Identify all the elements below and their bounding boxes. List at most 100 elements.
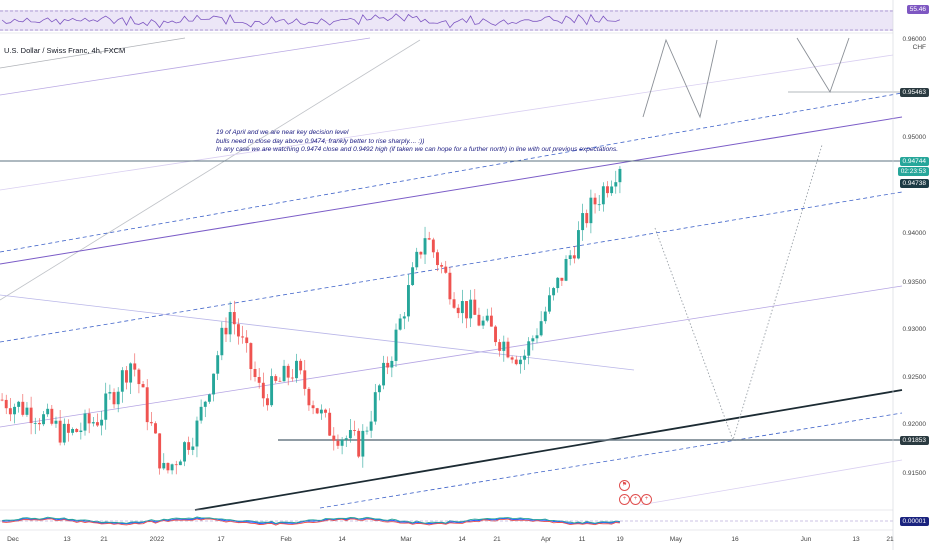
candle-body bbox=[8, 408, 12, 415]
candle-body bbox=[552, 288, 556, 296]
time-label: Mar bbox=[400, 536, 412, 543]
candle-body bbox=[295, 360, 298, 379]
candle-body bbox=[249, 343, 253, 370]
candle-body bbox=[510, 357, 514, 360]
candle-body bbox=[290, 377, 294, 379]
candle-body bbox=[402, 316, 406, 319]
time-label: Feb bbox=[280, 536, 292, 543]
economic-event-icon[interactable]: + bbox=[641, 494, 652, 505]
candle-body bbox=[498, 342, 502, 351]
candle-body bbox=[241, 336, 245, 338]
candle-body bbox=[406, 285, 410, 317]
candle-body bbox=[178, 461, 182, 466]
candle-body bbox=[593, 197, 597, 205]
candle-body bbox=[170, 464, 174, 471]
symbol-title[interactable]: U.S. Dollar / Swiss Franc, 4h, FXCM bbox=[4, 46, 126, 55]
candle-body bbox=[116, 391, 120, 405]
candle-body bbox=[440, 265, 444, 267]
candle-body bbox=[606, 186, 609, 194]
candle-body bbox=[29, 407, 33, 424]
candle-body bbox=[465, 301, 468, 319]
candle-body bbox=[361, 430, 365, 457]
candle-body bbox=[253, 369, 257, 378]
candle-body bbox=[336, 440, 340, 446]
candle-body bbox=[274, 376, 278, 381]
blue-dashed-mid bbox=[0, 191, 903, 343]
time-label: 13 bbox=[63, 536, 71, 543]
horizontal-level-tag: 0.94738 bbox=[899, 179, 929, 188]
purple-channel-lower bbox=[0, 285, 903, 428]
candle-body bbox=[332, 435, 336, 441]
candle-body bbox=[373, 392, 377, 422]
candle-body bbox=[448, 272, 452, 300]
candle-body bbox=[597, 204, 601, 206]
candle-body bbox=[232, 312, 236, 325]
candle-body bbox=[224, 327, 228, 335]
candle-body bbox=[460, 301, 464, 314]
candle-body bbox=[83, 413, 87, 431]
rsi-value-tag: 55.46 bbox=[906, 5, 929, 14]
economic-event-icon[interactable]: + bbox=[630, 494, 641, 505]
candle-body bbox=[564, 258, 568, 281]
candle-body bbox=[394, 329, 398, 361]
candle-body bbox=[357, 430, 361, 457]
chart-annotation[interactable]: 19 of April and we are near key decision… bbox=[216, 129, 618, 155]
annotation-line-1: 19 of April and we are near key decision… bbox=[216, 129, 349, 136]
candle-body bbox=[307, 388, 311, 406]
price-tick-0: 0.95000 bbox=[902, 134, 927, 141]
candle-body bbox=[568, 255, 572, 259]
candle-body bbox=[585, 213, 589, 224]
candle-body bbox=[199, 406, 203, 421]
time-label: 2022 bbox=[149, 536, 165, 543]
economic-event-icon[interactable]: + bbox=[619, 494, 630, 505]
time-label: 21 bbox=[100, 536, 108, 543]
candle-body bbox=[266, 398, 269, 406]
candle-body bbox=[423, 238, 427, 255]
candle-body bbox=[166, 462, 170, 471]
candle-body bbox=[386, 362, 390, 368]
candle-body bbox=[452, 299, 456, 308]
candle-body bbox=[37, 422, 41, 425]
candle-body bbox=[236, 324, 240, 337]
candle-countdown-tag: 02:23:53 bbox=[897, 167, 929, 176]
candle-body bbox=[120, 370, 124, 392]
candle-body bbox=[13, 406, 16, 415]
candle-body bbox=[419, 251, 423, 255]
time-label: 16 bbox=[731, 536, 739, 543]
candle-body bbox=[270, 376, 274, 406]
projection-zigzag-upper bbox=[642, 38, 718, 119]
rsi-line bbox=[1, 13, 621, 29]
candle-body bbox=[589, 197, 593, 224]
projection-dotted-path bbox=[654, 144, 823, 442]
candle-body bbox=[299, 360, 303, 371]
candle-body bbox=[311, 405, 315, 409]
candle-body bbox=[618, 168, 622, 183]
candle-body bbox=[489, 315, 493, 327]
candle-body bbox=[162, 462, 166, 469]
candle-body bbox=[473, 299, 477, 315]
candle-body bbox=[187, 442, 191, 450]
lavender-line-1 bbox=[0, 37, 371, 96]
economic-event-flag-icon[interactable]: ⚑ bbox=[619, 480, 630, 491]
candle-body bbox=[481, 320, 485, 326]
time-label: 21 bbox=[493, 536, 501, 543]
candle-body bbox=[477, 314, 481, 326]
candle-body bbox=[427, 238, 431, 240]
candle-body bbox=[286, 365, 290, 378]
candle-body bbox=[257, 377, 261, 383]
candle-body bbox=[71, 428, 75, 433]
candle-body bbox=[212, 373, 216, 395]
candle-body bbox=[614, 182, 618, 187]
lower-level-tag: 0.91853 bbox=[899, 436, 929, 445]
lavender-descending bbox=[0, 294, 635, 371]
lavender-lower-right bbox=[639, 459, 903, 506]
oscillator-green-line bbox=[2, 516, 620, 524]
candle-body bbox=[502, 341, 506, 351]
projection-zigzag-right bbox=[796, 37, 850, 94]
currency-label: CHF bbox=[912, 44, 926, 51]
price-tick-6: 0.91500 bbox=[902, 470, 927, 477]
candle-body bbox=[149, 422, 153, 424]
candle-body bbox=[469, 299, 473, 319]
upper-level-tag: 0.95463 bbox=[899, 88, 929, 97]
